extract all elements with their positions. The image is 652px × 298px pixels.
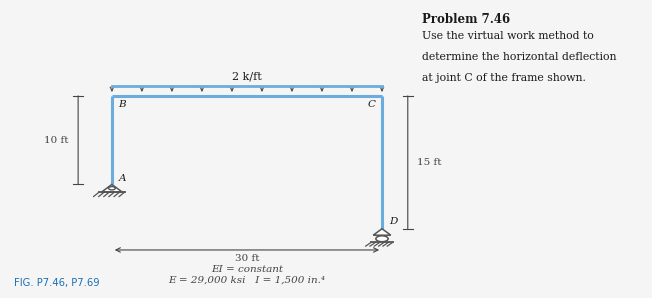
Text: 30 ft: 30 ft [235, 254, 259, 263]
Polygon shape [102, 184, 123, 192]
Text: B: B [118, 100, 126, 109]
Text: Problem 7.46: Problem 7.46 [422, 13, 510, 26]
Text: 2 k/ft: 2 k/ft [232, 71, 262, 81]
Text: Use the virtual work method to: Use the virtual work method to [422, 31, 594, 41]
Text: EI = constant: EI = constant [211, 265, 283, 274]
Text: determine the horizontal deflection: determine the horizontal deflection [422, 52, 616, 62]
Circle shape [376, 236, 388, 242]
Polygon shape [373, 229, 391, 235]
Text: 15 ft: 15 ft [417, 158, 441, 167]
Text: at joint C of the frame shown.: at joint C of the frame shown. [422, 73, 585, 83]
Text: C: C [368, 100, 376, 109]
Circle shape [108, 187, 115, 190]
Text: A: A [119, 174, 126, 183]
Text: FIG. P7.46, P7.69: FIG. P7.46, P7.69 [14, 278, 99, 288]
Text: 10 ft: 10 ft [44, 136, 69, 145]
Text: E = 29,000 ksi   I = 1,500 in.⁴: E = 29,000 ksi I = 1,500 in.⁴ [168, 276, 325, 285]
Text: D: D [389, 217, 398, 226]
